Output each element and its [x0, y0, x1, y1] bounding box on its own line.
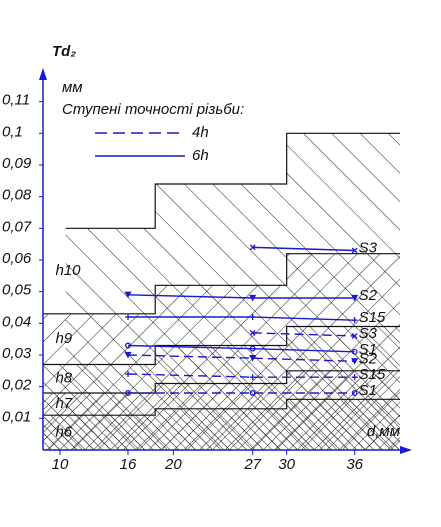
marker: [351, 374, 358, 381]
marker: [249, 244, 256, 251]
marker: [351, 247, 358, 254]
zone-boundary: [65, 132, 400, 229]
zone-boundary: [43, 325, 400, 366]
marker: [249, 355, 257, 362]
y-tick-label: 0,02: [2, 377, 32, 394]
marker: [125, 342, 131, 349]
series-label: S2: [359, 350, 378, 367]
marker: [249, 329, 256, 336]
marker: [125, 371, 131, 377]
zone-fill: [43, 399, 400, 450]
series-line: [252, 332, 355, 337]
y-axis-symbol: Td₂: [52, 43, 76, 60]
marker: [124, 291, 132, 299]
zone-label: h8: [55, 370, 72, 387]
x-tick-label: 30: [278, 456, 295, 473]
zone-label: h9: [55, 330, 72, 347]
y-tick-label: 0,1: [2, 123, 23, 140]
series-label: S1: [359, 341, 377, 358]
x-tick-label: 20: [164, 456, 182, 473]
series-label: S15: [359, 309, 386, 326]
x-tick-label: 27: [243, 456, 261, 473]
x-axis-arrow: [400, 446, 412, 454]
x-tick-label: 36: [346, 456, 363, 473]
marker: [351, 317, 358, 324]
x-axis-label: d,мм: [367, 423, 400, 440]
series-label: S15: [359, 366, 386, 383]
y-tick-label: 0,09: [2, 155, 32, 172]
marker: [249, 314, 256, 320]
y-tick-label: 0,04: [2, 313, 31, 330]
marker: [124, 351, 132, 359]
marker: [249, 374, 256, 381]
zone-label: h10: [55, 262, 81, 279]
marker: [125, 314, 131, 320]
series-label: S3: [359, 325, 378, 342]
zone-boundary: [43, 253, 400, 315]
marker: [351, 294, 359, 302]
marker: [249, 294, 257, 302]
x-tick-label: 10: [52, 456, 69, 473]
x-tick-label: 16: [120, 456, 137, 473]
legend-label: 4h: [192, 124, 209, 141]
zone-label: h7: [55, 395, 72, 412]
zones: h10 h9 h8 h7 h6: [43, 132, 401, 451]
y-tick-label: 0,07: [2, 218, 32, 235]
zone-label: h6: [55, 424, 72, 441]
marker: [249, 390, 256, 396]
zone-boundary: [43, 398, 400, 416]
y-unit: мм: [62, 79, 83, 96]
y-tick-label: 0,03: [2, 345, 32, 362]
marker: [351, 358, 359, 365]
y-tick-label: 0,06: [2, 250, 32, 267]
legend-title: Ступені точності різьби:: [62, 101, 244, 118]
series-label: S3: [359, 239, 378, 256]
marker: [249, 345, 256, 352]
marker: [351, 390, 358, 396]
marker: [351, 348, 358, 355]
series-line: [252, 246, 355, 252]
legend-label: 6h: [192, 147, 209, 164]
series-label: S2: [359, 287, 378, 304]
y-tick-label: 0,01: [2, 408, 31, 425]
y-tick-label: 0,05: [2, 282, 32, 299]
series-label: S1: [359, 382, 377, 399]
y-axis-arrow: [39, 68, 47, 80]
series-line: [127, 344, 355, 353]
y-tick-label: 0,08: [2, 187, 32, 204]
marker: [125, 390, 131, 396]
marker: [351, 333, 358, 339]
y-tick-label: 0,11: [2, 92, 30, 109]
